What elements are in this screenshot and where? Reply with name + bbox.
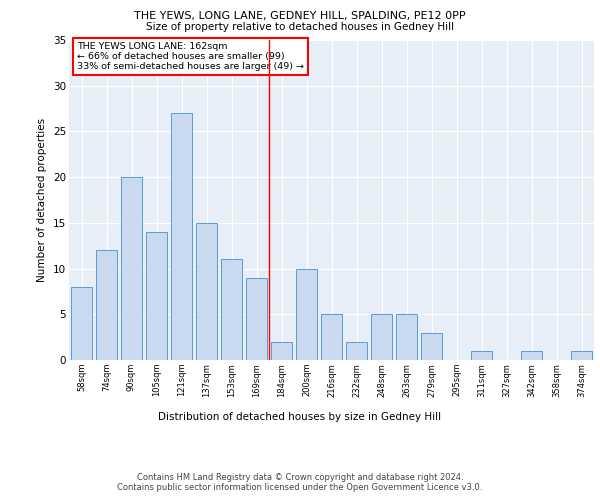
Bar [146,232,167,360]
Bar [371,314,392,360]
Bar [421,332,442,360]
Bar [396,314,417,360]
Text: Contains public sector information licensed under the Open Government Licence v3: Contains public sector information licen… [118,484,482,492]
Bar [246,278,267,360]
Bar [271,342,292,360]
Bar [571,351,592,360]
Bar [471,351,492,360]
Text: Size of property relative to detached houses in Gedney Hill: Size of property relative to detached ho… [146,22,454,32]
Bar [96,250,117,360]
Bar [221,260,242,360]
Bar [121,177,142,360]
Bar [296,268,317,360]
Text: Distribution of detached houses by size in Gedney Hill: Distribution of detached houses by size … [158,412,442,422]
Y-axis label: Number of detached properties: Number of detached properties [37,118,47,282]
Bar [71,287,92,360]
Bar [521,351,542,360]
Bar [321,314,342,360]
Text: Contains HM Land Registry data © Crown copyright and database right 2024.: Contains HM Land Registry data © Crown c… [137,472,463,482]
Text: THE YEWS LONG LANE: 162sqm
← 66% of detached houses are smaller (99)
33% of semi: THE YEWS LONG LANE: 162sqm ← 66% of deta… [77,42,304,72]
Text: THE YEWS, LONG LANE, GEDNEY HILL, SPALDING, PE12 0PP: THE YEWS, LONG LANE, GEDNEY HILL, SPALDI… [134,11,466,21]
Bar [346,342,367,360]
Bar [171,113,192,360]
Bar [196,223,217,360]
